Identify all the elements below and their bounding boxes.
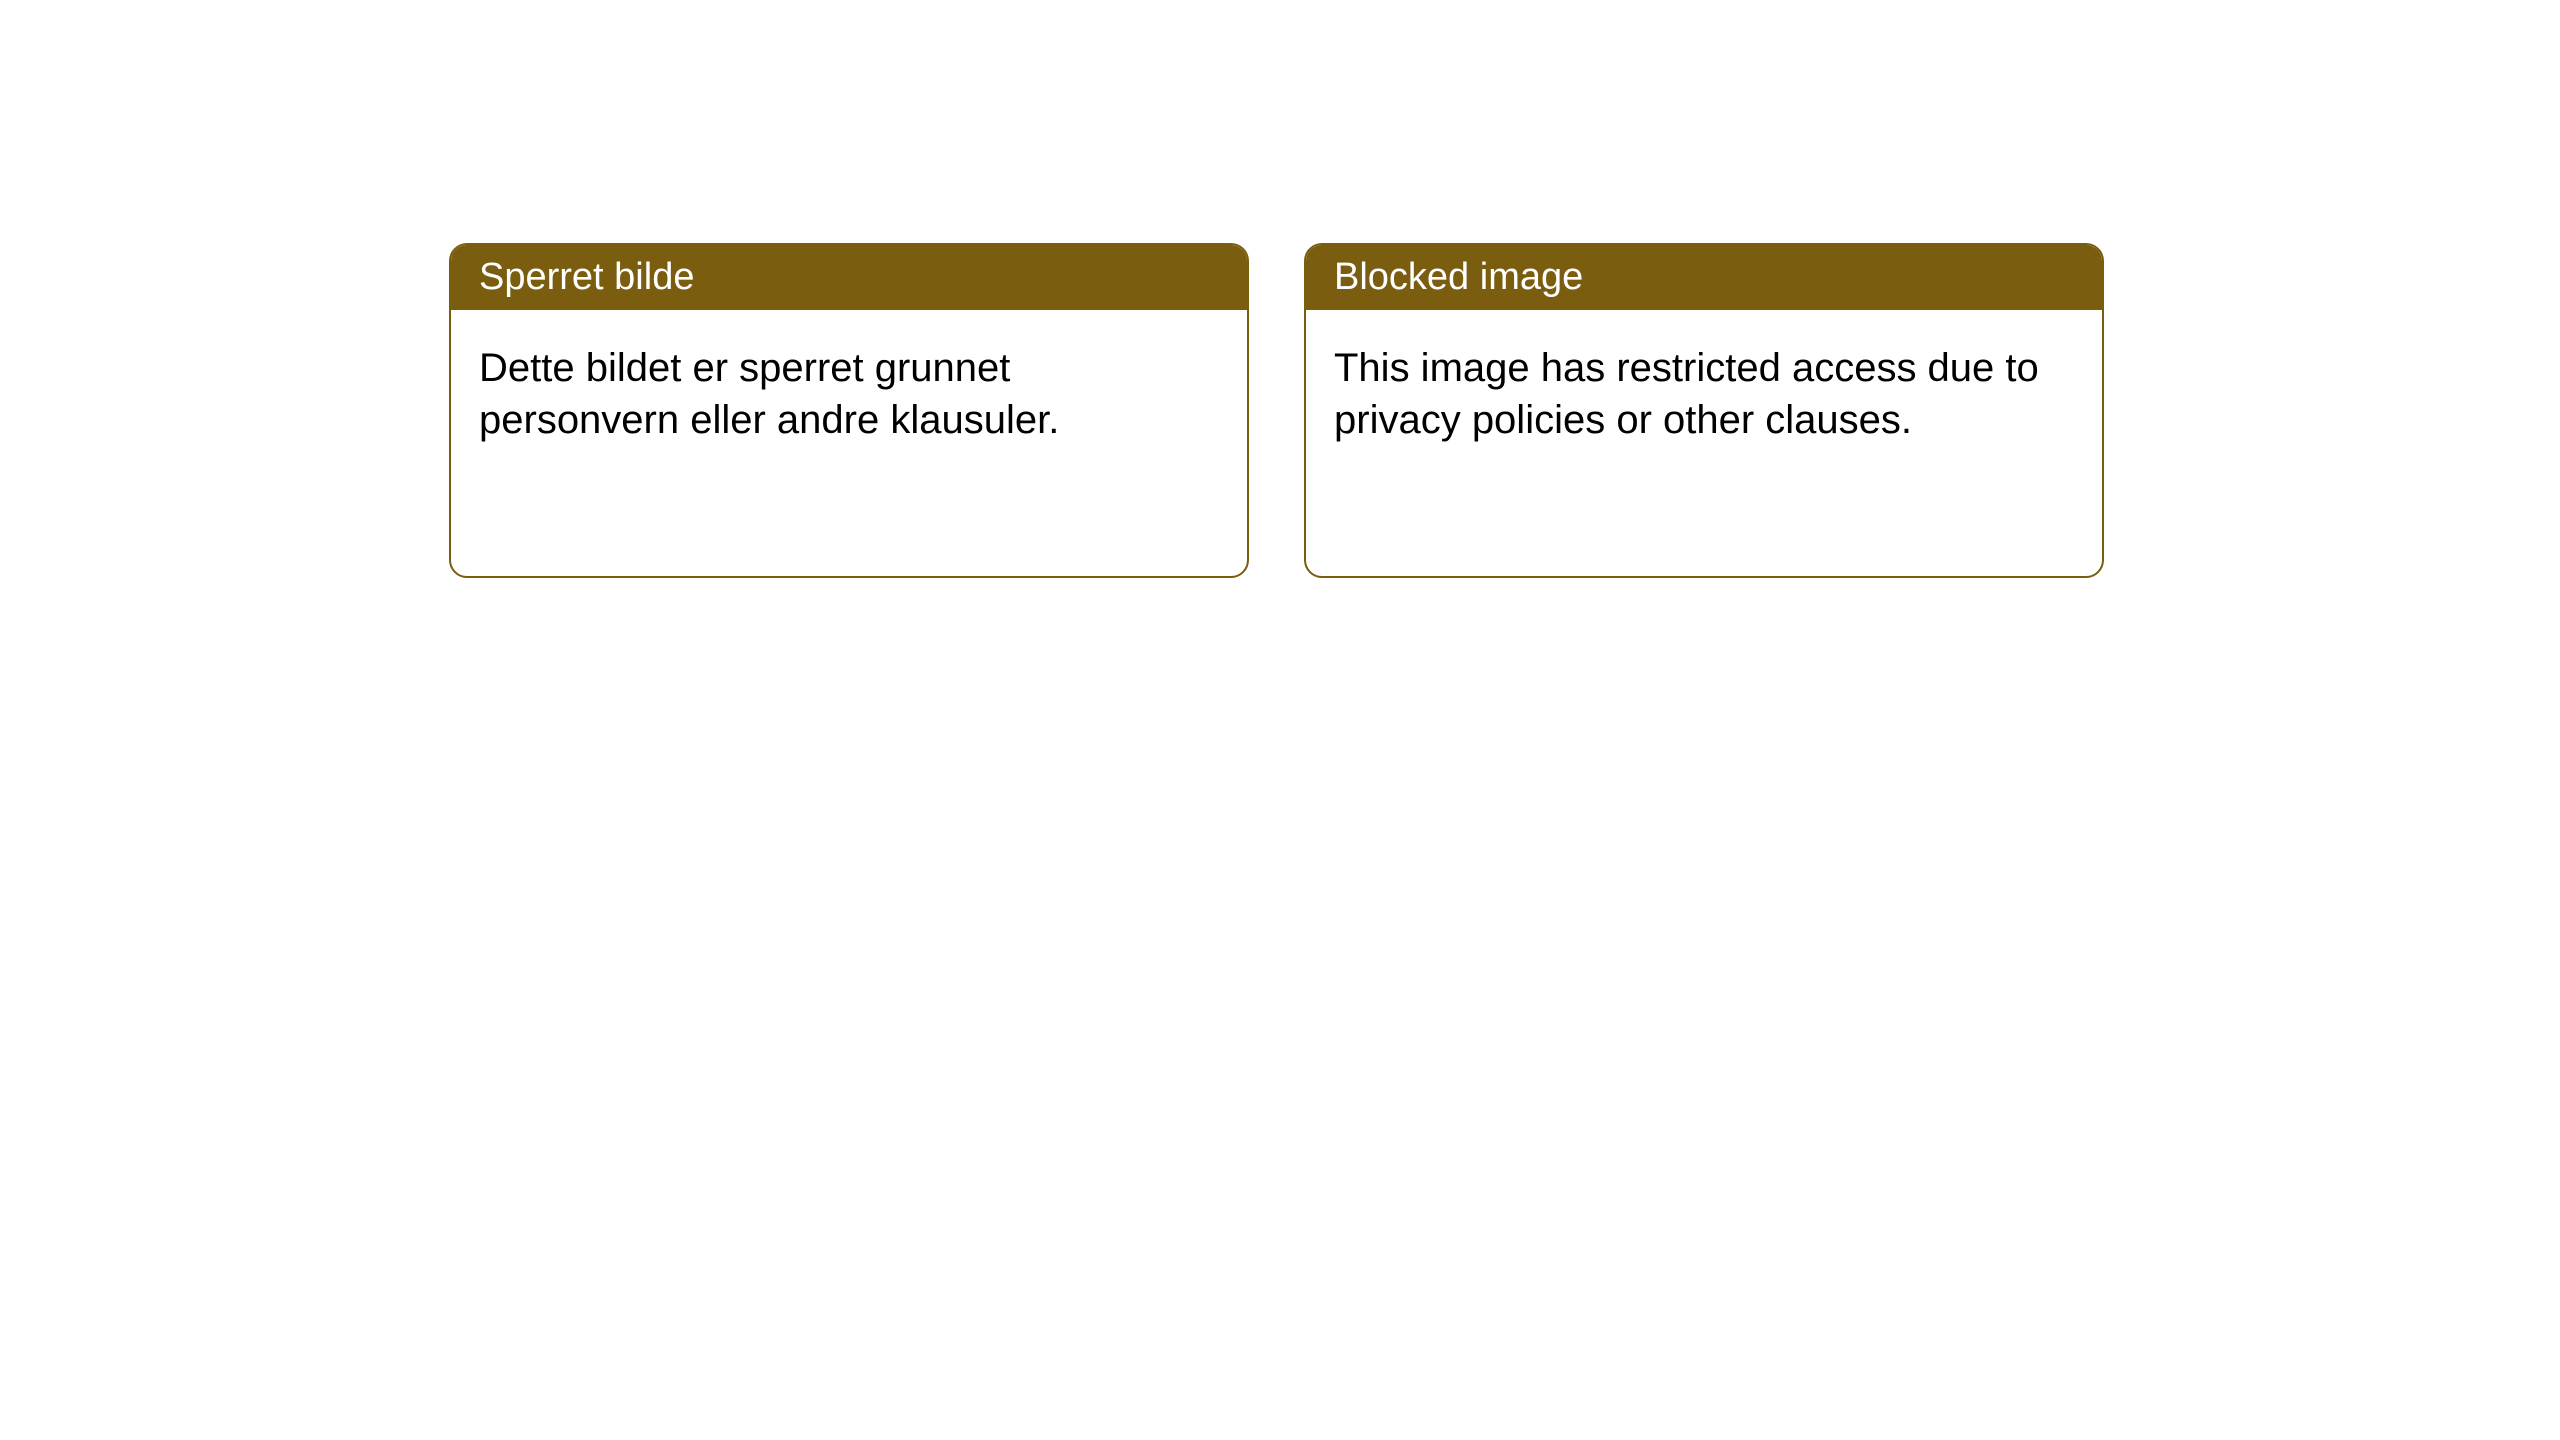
card-header: Blocked image	[1306, 245, 2102, 310]
card-header: Sperret bilde	[451, 245, 1247, 310]
info-card-norwegian: Sperret bilde Dette bildet er sperret gr…	[449, 243, 1249, 578]
card-body: This image has restricted access due to …	[1306, 310, 2102, 576]
info-card-english: Blocked image This image has restricted …	[1304, 243, 2104, 578]
info-cards-container: Sperret bilde Dette bildet er sperret gr…	[449, 243, 2104, 578]
card-body: Dette bildet er sperret grunnet personve…	[451, 310, 1247, 576]
